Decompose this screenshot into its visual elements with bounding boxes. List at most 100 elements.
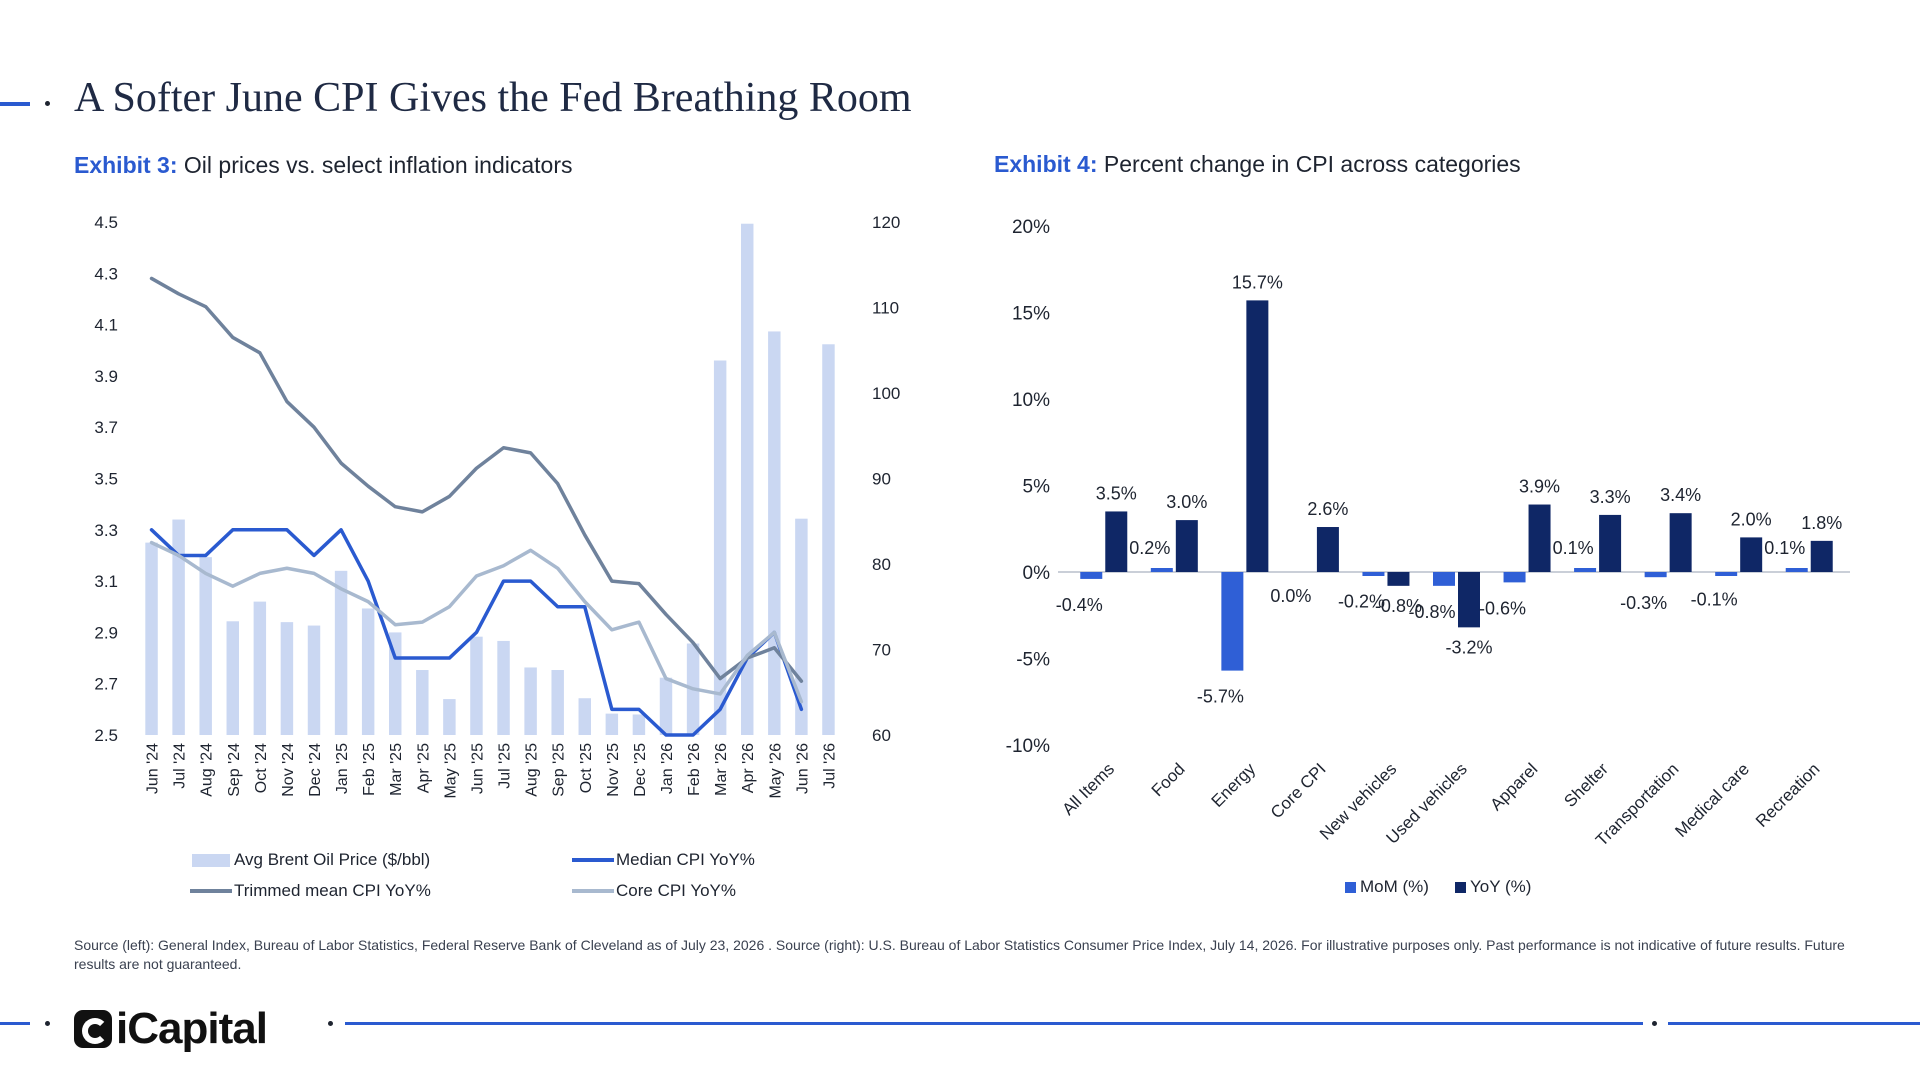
x-tick-label: Aug '24 xyxy=(199,743,216,797)
mom-data-label: -5.7% xyxy=(1197,687,1244,707)
category-label: Core CPI xyxy=(1267,759,1330,822)
yoy-data-label: 2.6% xyxy=(1307,499,1348,519)
footer-dot xyxy=(45,1021,50,1026)
oil-price-bar xyxy=(551,670,564,735)
title-row: A Softer June CPI Gives the Fed Breathin… xyxy=(0,70,1000,130)
oil-price-bar xyxy=(361,608,375,735)
yoy-bar xyxy=(1528,504,1551,572)
mom-bar xyxy=(1574,568,1597,572)
oil-price-bar xyxy=(280,622,294,735)
x-tick-label: Aug '25 xyxy=(524,743,541,797)
oil-price-bar xyxy=(741,223,754,735)
legend-mom: MoM (%) xyxy=(1345,877,1429,897)
y-left-tick-label: 3.5 xyxy=(94,470,118,489)
y-left-tick-label: 2.7 xyxy=(94,675,118,694)
x-tick-label: Jul '24 xyxy=(172,743,189,789)
x-tick-label: Nov '24 xyxy=(280,743,297,797)
y-left-tick-label: 3.3 xyxy=(94,521,118,540)
y-right-tick-label: 90 xyxy=(872,470,891,489)
y-tick-label: -5% xyxy=(1016,650,1050,671)
mom-bar xyxy=(1080,572,1103,579)
oil-price-bar xyxy=(822,344,835,735)
accent-dash xyxy=(0,102,30,106)
footer-dash xyxy=(0,1022,30,1025)
x-tick-label: Jun '25 xyxy=(469,743,486,794)
x-tick-label: Feb '25 xyxy=(361,743,378,796)
yoy-data-label: 3.5% xyxy=(1096,483,1137,503)
oil-price-bar xyxy=(470,636,483,735)
x-tick-label: Apr '25 xyxy=(415,743,432,793)
mom-data-label: -0.3% xyxy=(1620,593,1667,613)
mom-bar xyxy=(1221,572,1244,671)
x-tick-label: Oct '24 xyxy=(253,743,270,793)
oil-price-bar xyxy=(199,557,212,735)
mom-data-label: -0.4% xyxy=(1056,595,1103,615)
footer-rule xyxy=(345,1022,1643,1025)
y-tick-label: 5% xyxy=(1023,477,1051,498)
yoy-data-label: 3.3% xyxy=(1590,487,1631,507)
icapital-logo: iCapital xyxy=(74,1004,268,1054)
x-tick-label: Jan '25 xyxy=(334,743,351,794)
mom-data-label: 0.0% xyxy=(1270,586,1311,606)
y-right-tick-label: 110 xyxy=(872,299,899,318)
category-label: Shelter xyxy=(1560,759,1612,811)
legend-label: YoY (%) xyxy=(1470,877,1532,896)
oil-price-bar xyxy=(226,621,239,735)
y-left-tick-label: 4.5 xyxy=(94,213,118,232)
mom-bar xyxy=(1433,572,1455,586)
oil-price-bar xyxy=(145,542,158,735)
legend-swatch xyxy=(190,889,232,893)
logo-text: iCapital xyxy=(116,1004,268,1053)
x-tick-label: Nov '25 xyxy=(605,743,622,797)
accent-dot xyxy=(45,101,50,106)
oil-price-bar xyxy=(578,698,591,735)
category-label: Medical care xyxy=(1671,759,1753,841)
yoy-data-label: 3.0% xyxy=(1166,492,1207,512)
yoy-bar xyxy=(1669,513,1692,572)
exhibit-4-title: Exhibit 4: Percent change in CPI across … xyxy=(994,151,1521,178)
x-tick-label: Jun '26 xyxy=(794,743,811,794)
legend-brent-oil: Avg Brent Oil Price ($/bbl) xyxy=(192,850,430,870)
legend-label: Avg Brent Oil Price ($/bbl) xyxy=(234,850,431,869)
oil-price-bar xyxy=(524,667,537,735)
legend-swatch xyxy=(192,853,230,867)
y-left-tick-label: 3.9 xyxy=(94,367,118,386)
yoy-bar xyxy=(1175,520,1198,572)
yoy-bar xyxy=(1105,511,1128,572)
mom-bar xyxy=(1785,568,1808,572)
x-tick-label: Dec '25 xyxy=(632,743,649,797)
category-label: Recreation xyxy=(1752,759,1824,831)
yoy-bar xyxy=(1599,514,1622,572)
x-tick-label: Jul '25 xyxy=(497,743,514,789)
footer-rule xyxy=(1668,1022,1920,1025)
oil-price-bar xyxy=(768,331,781,735)
category-label: Apparel xyxy=(1486,759,1541,814)
oil-price-bar xyxy=(795,518,808,735)
exhibit-4-text: Percent change in CPI across categories xyxy=(1103,151,1521,177)
oil-price-bar xyxy=(443,699,456,735)
y-tick-label: 10% xyxy=(1012,390,1050,411)
yoy-data-label: 2.0% xyxy=(1731,509,1772,529)
legend-median-cpi: Median CPI YoY% xyxy=(572,850,755,870)
x-tick-label: Sep '24 xyxy=(226,743,243,797)
core-cpi-line xyxy=(149,540,804,704)
oil-price-bar xyxy=(605,713,619,735)
exhibit-3-title: Exhibit 3: Oil prices vs. select inflati… xyxy=(74,152,573,179)
mom-bar xyxy=(1150,568,1173,572)
oil-price-bar xyxy=(632,714,646,735)
category-label: Energy xyxy=(1208,759,1260,811)
legend-label: MoM (%) xyxy=(1360,877,1429,896)
x-tick-label: Jun '24 xyxy=(145,743,162,794)
oil-price-bar xyxy=(172,519,185,735)
cpi-categories-chart: 20% 15% 10% 5% 0% -5% -10% -0.4% 3.5% All Items 0.… xyxy=(1006,217,1850,850)
legend-label: Core CPI YoY% xyxy=(616,881,737,900)
yoy-bar xyxy=(1246,300,1269,572)
legend-swatch xyxy=(1345,881,1356,893)
oil-price-bar xyxy=(713,360,727,735)
exhibit-3-label: Exhibit 3: xyxy=(74,152,178,178)
y-left-tick-label: 4.1 xyxy=(94,316,118,335)
mom-data-label: -0.2% xyxy=(1338,591,1385,611)
mom-data-label: -0.6% xyxy=(1479,598,1526,618)
oil-price-bar xyxy=(307,625,321,735)
y-right-tick-label: 100 xyxy=(872,384,900,403)
